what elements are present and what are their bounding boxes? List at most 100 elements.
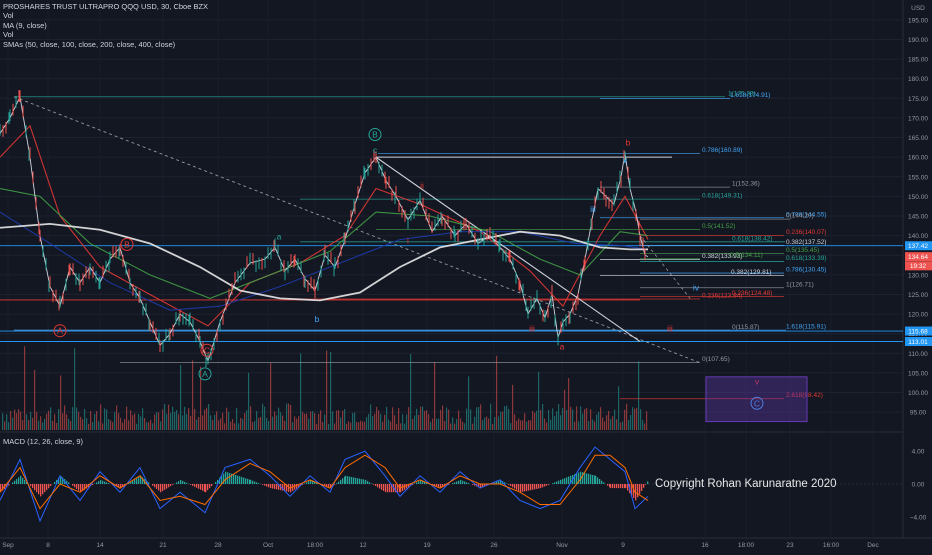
macd-histogram-bar <box>342 478 343 484</box>
volume-bar <box>44 419 45 430</box>
indicator-vol-2[interactable]: Vol <box>3 30 208 39</box>
macd-histogram-bar <box>205 484 206 492</box>
volume-bar <box>448 410 449 430</box>
volume-bar <box>594 421 595 430</box>
macd-histogram-bar <box>556 482 557 484</box>
volume-bar <box>90 411 91 430</box>
macd-label[interactable]: MACD (12, 26, close, 9) <box>3 437 83 446</box>
volume-bar <box>332 411 333 430</box>
macd-histogram-bar <box>614 484 615 488</box>
volume-bar <box>176 410 177 430</box>
volume-bar <box>366 417 367 430</box>
volume-bar <box>158 412 159 430</box>
macd-histogram-bar <box>247 479 248 484</box>
volume-bar <box>62 413 63 430</box>
volume-bar <box>30 412 31 430</box>
macd-histogram-bar <box>532 484 533 490</box>
volume-bar <box>530 420 531 430</box>
volume-bar <box>548 410 549 430</box>
fib-label: 0.786(130.45) <box>786 267 826 274</box>
volume-bar <box>218 420 219 430</box>
volume-bar <box>210 415 211 430</box>
macd-histogram-bar <box>190 484 191 485</box>
volume-bar <box>640 409 641 430</box>
time-tick: 21 <box>159 542 167 549</box>
volume-bar <box>82 419 83 430</box>
macd-histogram-bar <box>460 480 461 484</box>
volume-bar <box>586 408 587 430</box>
volume-bar <box>212 420 213 430</box>
macd-histogram-bar <box>328 484 329 487</box>
macd-histogram-bar <box>225 472 226 484</box>
wave-label: A <box>202 369 208 379</box>
macd-histogram-bar <box>78 484 79 491</box>
macd-histogram-bar <box>464 482 465 484</box>
volume-bar <box>470 409 471 430</box>
macd-histogram-bar <box>270 484 271 488</box>
macd-histogram-bar <box>385 484 386 492</box>
volume-bar <box>68 419 69 430</box>
volume-bar <box>542 404 543 430</box>
volume-bar <box>98 421 99 430</box>
macd-histogram-bar <box>276 484 277 489</box>
indicator-smas[interactable]: SMAs (50, close, 100, close, 200, close,… <box>3 40 208 49</box>
volume-bar <box>532 411 533 430</box>
volume-bar <box>292 422 293 430</box>
fib-label: 1(126.71) <box>786 281 814 288</box>
wave-label: iii <box>590 204 596 214</box>
macd-histogram-bar <box>211 484 212 486</box>
price-tick: 105.00 <box>908 370 928 377</box>
indicator-ma[interactable]: MA (9, close) <box>3 21 208 30</box>
macd-histogram-bar <box>367 481 368 484</box>
macd-histogram-bar <box>76 484 77 489</box>
volume-bar <box>348 421 349 430</box>
volume-bar <box>514 414 515 430</box>
volume-bar <box>556 411 557 430</box>
macd-histogram-bar <box>534 484 535 489</box>
macd-histogram-bar <box>100 480 101 484</box>
macd-histogram-bar <box>641 484 642 491</box>
volume-bar <box>340 417 341 430</box>
price-tick: 190.00 <box>908 37 928 44</box>
volume-bar <box>432 419 433 430</box>
macd-histogram-bar <box>264 484 265 486</box>
macd-histogram-bar <box>196 484 197 488</box>
macd-histogram-bar <box>235 475 236 484</box>
volume-bar <box>342 411 343 430</box>
volume-bar <box>590 409 591 430</box>
volume-bar <box>110 420 111 430</box>
volume-bar <box>54 414 55 430</box>
volume-bar <box>630 415 631 430</box>
price-tick: 175.00 <box>908 96 928 103</box>
macd-histogram-bar <box>308 481 309 484</box>
price-axis[interactable]: USD95.00100.00105.00110.00115.00120.0012… <box>904 0 932 538</box>
macd-histogram-bar <box>72 484 73 486</box>
volume-bar <box>208 404 209 430</box>
macd-histogram-bar <box>562 479 563 484</box>
indicator-vol[interactable]: Vol <box>3 11 208 20</box>
price-tag-label: 134.64 <box>908 254 928 261</box>
volume-bar <box>616 419 617 430</box>
chart-legend: PROSHARES TRUST ULTRAPRO QQQ USD, 30, Cb… <box>3 2 208 49</box>
fib-label: 0.5(134.11) <box>730 252 763 259</box>
volume-bar <box>420 407 421 430</box>
macd-histogram-bar <box>40 484 41 496</box>
macd-histogram-bar <box>603 482 604 484</box>
volume-bar <box>504 406 505 430</box>
macd-histogram-bar <box>552 483 553 484</box>
volume-bar <box>38 421 39 430</box>
wave-label: iii <box>667 324 673 334</box>
macd-histogram-bar <box>241 477 242 484</box>
volume-bar <box>248 373 249 430</box>
macd-histogram-bar <box>536 484 537 489</box>
macd-histogram-bar <box>454 482 455 484</box>
macd-histogram-bar <box>558 481 559 484</box>
volume-bar <box>614 410 615 430</box>
chart-title[interactable]: PROSHARES TRUST ULTRAPRO QQQ USD, 30, Cb… <box>3 2 208 11</box>
macd-histogram-bar <box>262 484 263 485</box>
macd-histogram-bar <box>32 484 33 488</box>
macd-histogram-bar <box>254 482 255 484</box>
volume-bar <box>476 407 477 430</box>
